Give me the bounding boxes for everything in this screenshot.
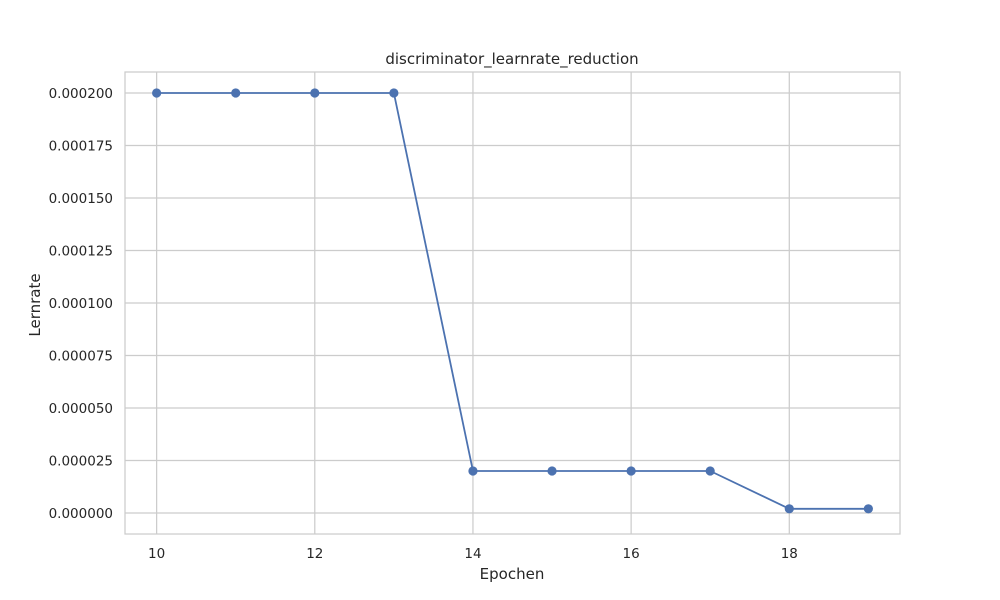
plot-area-frame bbox=[124, 71, 901, 535]
y-axis-label: Lernrate bbox=[26, 273, 44, 336]
data-point bbox=[231, 88, 241, 98]
grid-lines bbox=[125, 72, 900, 534]
data-point bbox=[626, 466, 636, 476]
y-tick-label: 0.000025 bbox=[49, 454, 113, 470]
y-tick-label: 0.000200 bbox=[49, 86, 113, 102]
y-axis-ticks: 0.000000 0.000025 0.000050 0.000075 0.000100… bbox=[49, 86, 113, 522]
data-point bbox=[784, 504, 794, 514]
chart-title: discriminator_learnrate_reduction bbox=[385, 50, 638, 69]
data-point bbox=[389, 88, 399, 98]
data-point bbox=[705, 466, 715, 476]
x-tick-label: 18 bbox=[781, 546, 798, 562]
x-tick-label: 10 bbox=[148, 546, 165, 562]
data-point bbox=[152, 88, 162, 98]
y-tick-label: 0.000175 bbox=[49, 139, 113, 155]
x-tick-label: 14 bbox=[464, 546, 481, 562]
data-point bbox=[863, 504, 873, 514]
data-point bbox=[468, 466, 478, 476]
series-layer bbox=[152, 88, 873, 514]
data-point bbox=[310, 88, 320, 98]
x-axis-label: Epochen bbox=[480, 565, 545, 583]
x-tick-label: 12 bbox=[306, 546, 323, 562]
y-tick-label: 0.000125 bbox=[49, 244, 113, 260]
x-tick-label: 16 bbox=[623, 546, 640, 562]
y-tick-label: 0.000100 bbox=[49, 296, 113, 312]
series-line bbox=[156, 92, 869, 510]
x-axis-ticks: 10 12 14 16 18 bbox=[148, 546, 798, 562]
y-tick-label: 0.000050 bbox=[49, 401, 113, 417]
y-tick-label: 0.000000 bbox=[49, 506, 113, 522]
y-tick-label: 0.000150 bbox=[49, 191, 113, 207]
y-tick-label: 0.000075 bbox=[49, 349, 113, 365]
data-point bbox=[547, 466, 557, 476]
